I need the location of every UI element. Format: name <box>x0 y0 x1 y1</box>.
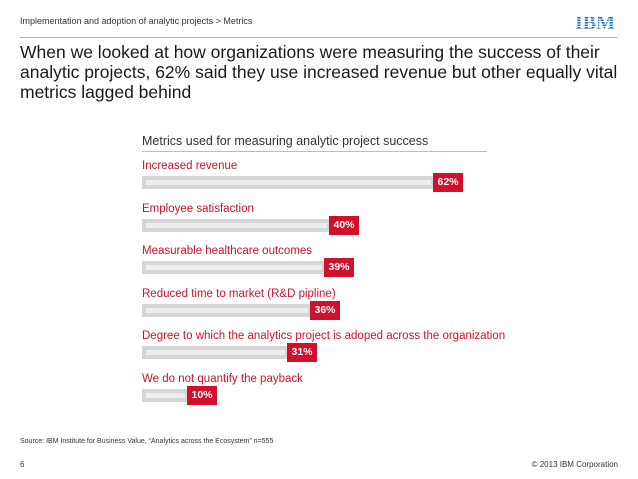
svg-text:IBM: IBM <box>575 12 615 32</box>
category-label: We do not quantify the payback <box>142 373 303 385</box>
bar <box>142 218 331 232</box>
bar-fill <box>146 393 185 398</box>
ibm-logo-icon: IBM <box>575 12 615 32</box>
header-divider <box>20 37 617 38</box>
category-label: Degree to which the analytics project is… <box>142 330 506 343</box>
category-label: Measurable healthcare outcomes <box>142 245 313 258</box>
value-label: 31% <box>287 343 317 363</box>
bar-fill <box>146 350 285 356</box>
breadcrumb: Implementation and adoption of analytic … <box>20 16 253 26</box>
page-title: When we looked at how organizations were… <box>20 42 618 102</box>
chart-title-divider <box>142 151 487 152</box>
bar <box>142 389 189 402</box>
value-label: 40% <box>329 215 359 235</box>
value-label: 10% <box>187 386 217 405</box>
bar <box>142 303 312 317</box>
bar <box>142 261 326 275</box>
page-number: 6 <box>20 460 25 469</box>
chart-title: Metrics used for measuring analytic proj… <box>142 134 429 148</box>
bar-fill <box>146 222 327 228</box>
source-note: Source: IBM Institute for Business Value… <box>20 438 274 445</box>
bar-fill <box>146 265 322 271</box>
category-label: Increased revenue <box>142 160 238 172</box>
value-label: 36% <box>310 300 340 320</box>
bar-fill <box>146 180 431 185</box>
bar-fill <box>146 307 308 313</box>
category-label: Employee satisfaction <box>142 202 254 215</box>
value-label: 62% <box>433 173 463 192</box>
copyright: © 2013 IBM Corporation <box>531 460 618 469</box>
bar <box>142 176 435 189</box>
bar <box>142 346 289 360</box>
value-label: 39% <box>324 258 354 278</box>
category-label: Reduced time to market (R&D pipline) <box>142 287 336 300</box>
